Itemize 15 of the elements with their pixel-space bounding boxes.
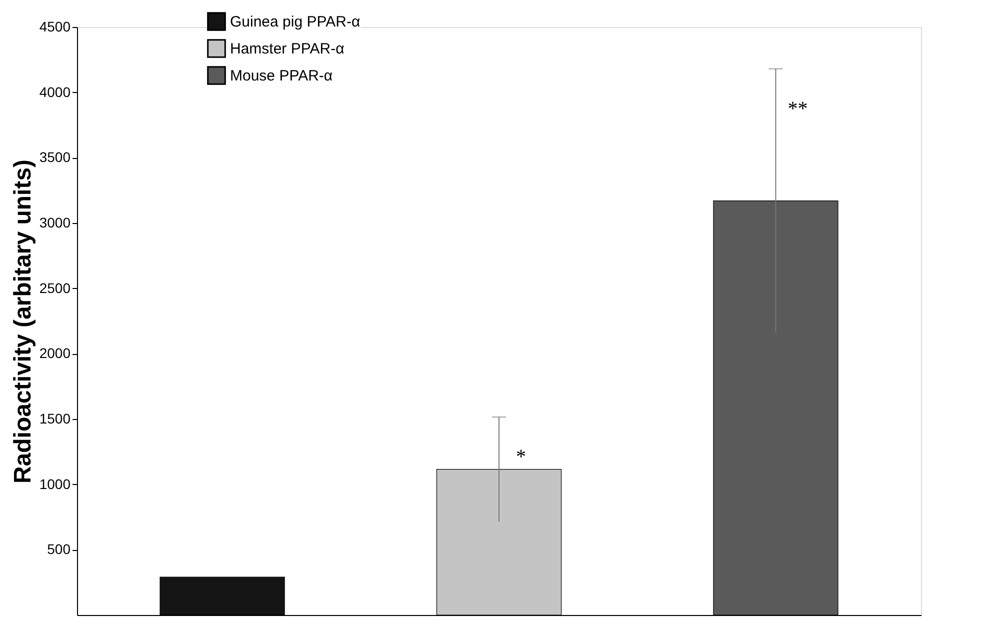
y-tick-label: 4000	[39, 84, 71, 100]
y-tick-label: 500	[47, 541, 71, 558]
legend-label: Hamster PPAR-α	[230, 40, 345, 58]
y-tick-label: 3000	[39, 214, 71, 230]
y-tick-label: 3500	[39, 149, 71, 166]
legend-label: Mouse PPAR-α	[230, 68, 333, 84]
y-tick-label: 2000	[39, 345, 71, 362]
y-tick-label: 1000	[39, 476, 71, 492]
annotation: **	[788, 98, 808, 120]
y-tick-label: 4500	[39, 18, 71, 34]
legend-label: Guinea pig PPAR-α	[230, 14, 360, 30]
y-axis-title: Radioactivity (arbitary units)	[9, 159, 36, 484]
y-tick-label: 2500	[39, 280, 71, 296]
y-tick-label: 1500	[39, 410, 71, 426]
annotation: *	[516, 446, 526, 468]
